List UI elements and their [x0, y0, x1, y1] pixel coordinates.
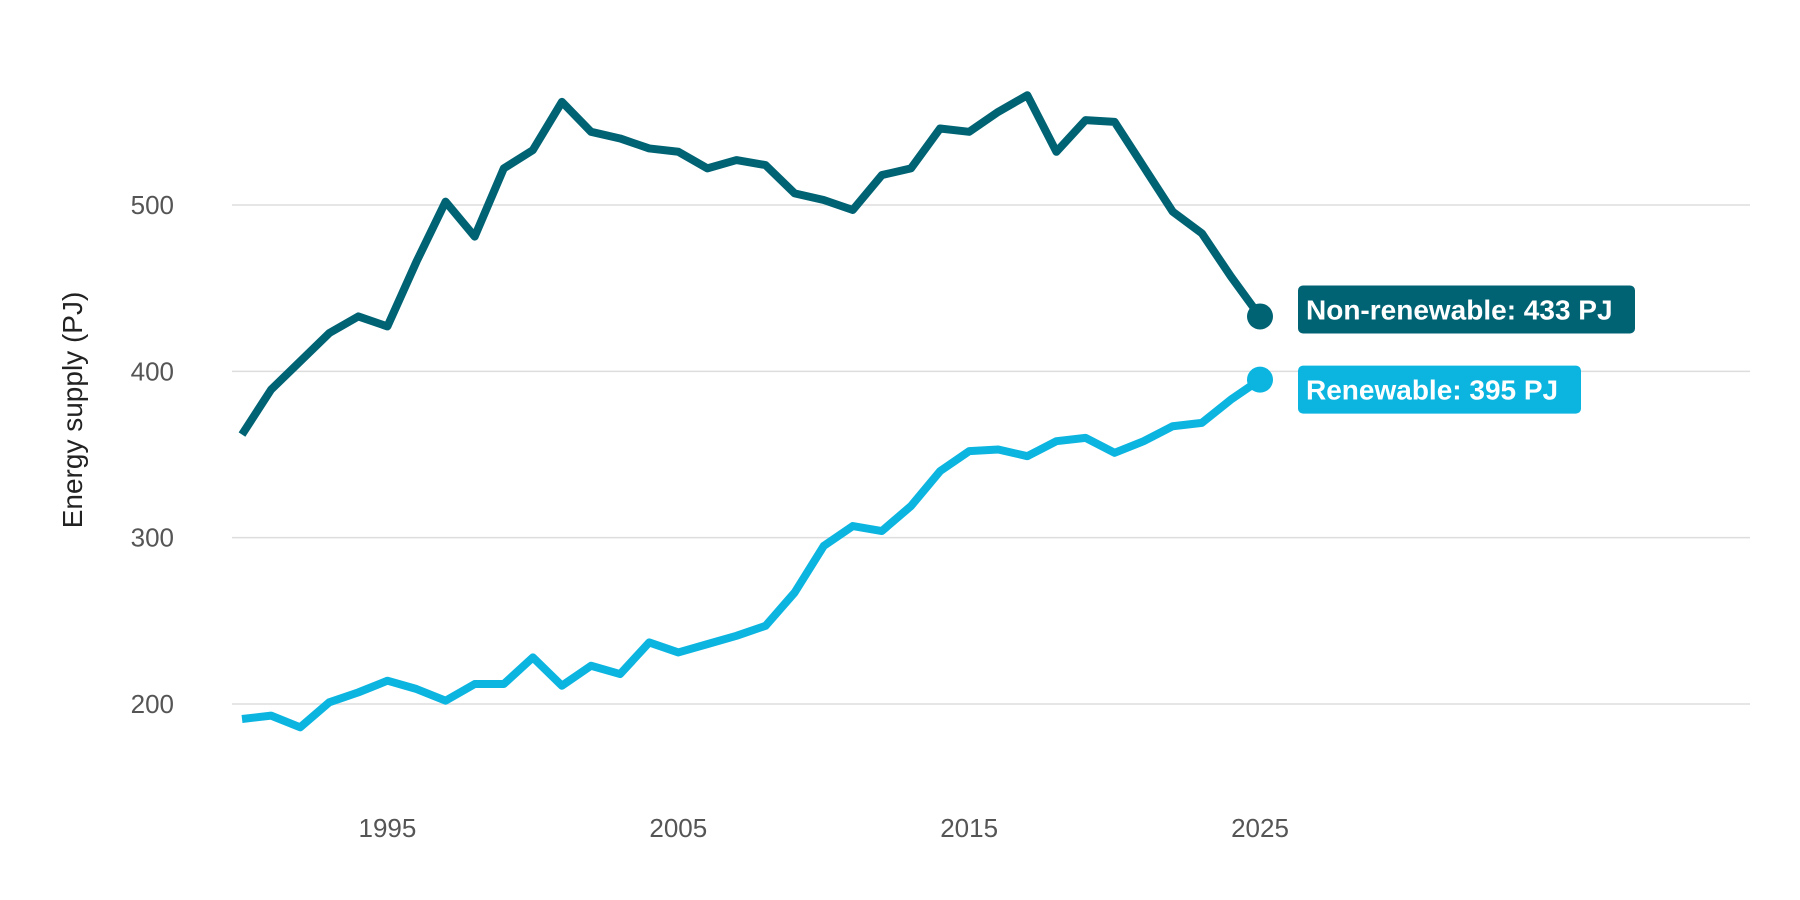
y-tick-label: 400 — [131, 356, 174, 386]
x-tick-label: 2025 — [1231, 813, 1289, 843]
x-tick-label: 2015 — [940, 813, 998, 843]
end-label-renewable: Renewable: 395 PJ — [1298, 365, 1581, 414]
grid-lines — [232, 204, 1750, 705]
x-tick-label: 2005 — [649, 813, 707, 843]
series-endpoints — [1247, 303, 1273, 393]
end-labels: Non-renewable: 433 PJ Renewable: 395 PJ — [1298, 285, 1635, 414]
series-line-renewable — [241, 376, 1263, 732]
x-tick-label: 1995 — [359, 813, 417, 843]
end-label-non-renewable: Non-renewable: 433 PJ — [1298, 285, 1635, 334]
series-lines — [238, 91, 1264, 732]
endpoint-non-renewable — [1247, 303, 1273, 330]
y-axis-title: Energy supply (PJ) — [57, 292, 88, 529]
y-tick-label: 200 — [131, 689, 174, 719]
end-label-box — [1298, 285, 1635, 334]
x-axis-ticks: 1995 2005 2015 2025 — [359, 813, 1289, 843]
end-label-text: Non-renewable: 433 PJ — [1306, 294, 1613, 325]
end-label-box — [1298, 365, 1581, 414]
end-label-text: Renewable: 395 PJ — [1306, 375, 1558, 406]
y-axis-ticks: 200 300 400 500 — [131, 190, 174, 719]
endpoint-renewable — [1247, 366, 1273, 393]
y-tick-label: 500 — [131, 190, 174, 220]
series-line-non-renewable — [238, 91, 1264, 437]
y-tick-label: 300 — [131, 523, 174, 553]
